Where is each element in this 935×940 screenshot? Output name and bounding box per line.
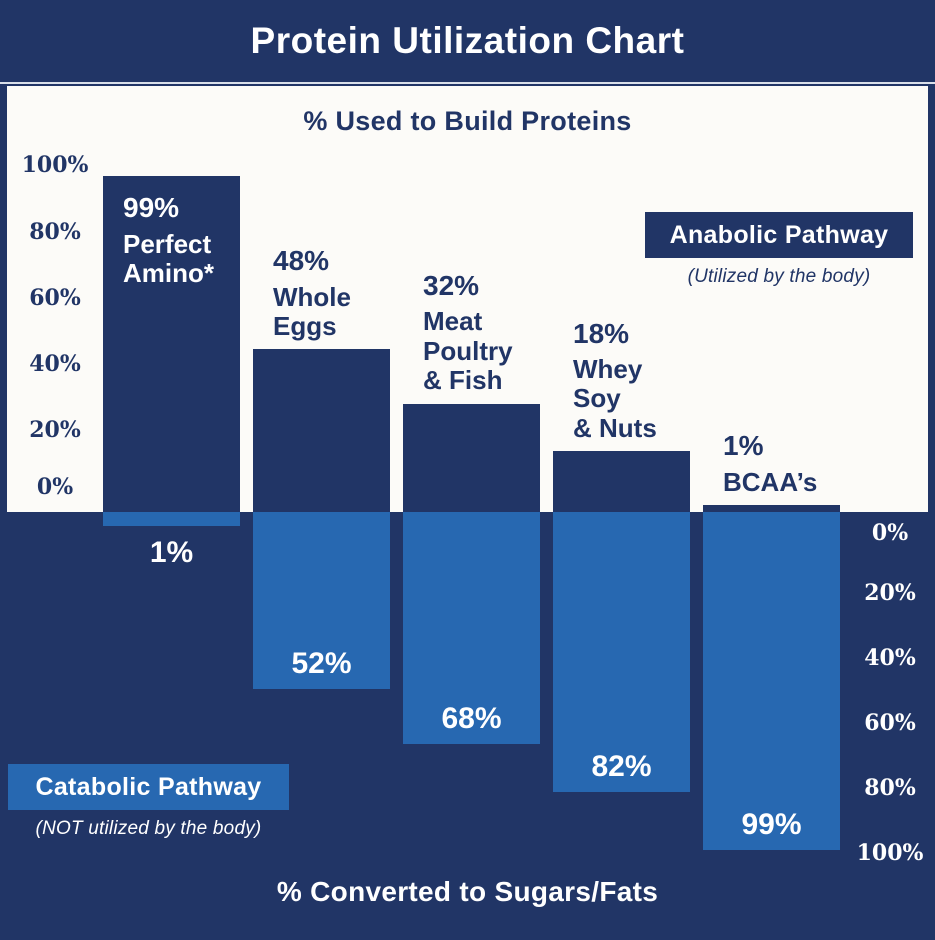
catabolic-pathway-badge: Catabolic Pathway — [8, 764, 289, 810]
category-label: Whole Eggs — [273, 281, 351, 341]
title-banner: Protein Utilization Chart — [0, 0, 935, 84]
catabolic-pathway-label: Catabolic Pathway — [35, 772, 262, 801]
page-title: Protein Utilization Chart — [250, 20, 685, 61]
catabolic-bar — [553, 512, 690, 792]
catabolic-bar — [253, 512, 390, 690]
bar-group-whole-eggs: 48% Whole Eggs 52% — [253, 167, 390, 855]
category-label: Perfect Amino* — [123, 228, 214, 288]
anabolic-bar-label: 99% Perfect Amino* — [123, 192, 214, 288]
anabolic-value: 18% — [573, 317, 630, 349]
anabolic-value: 1% — [723, 430, 764, 462]
catabolic-value: 99% — [741, 807, 802, 841]
catabolic-value: 52% — [291, 647, 352, 681]
anabolic-value: 32% — [423, 270, 480, 302]
anabolic-pathway-label: Anabolic Pathway — [669, 220, 889, 249]
anabolic-value: 48% — [273, 245, 330, 277]
bar-group-bcaas: 1% BCAA’s 99% — [703, 167, 840, 855]
anabolic-value: 99% — [123, 192, 180, 224]
catabolic-value: 1% — [149, 536, 194, 569]
bar-group-whey-soy-nuts: 18% Whey Soy & Nuts 82% — [553, 167, 690, 855]
anabolic-bar — [253, 349, 390, 512]
catabolic-value: 82% — [591, 749, 652, 783]
catabolic-value: 68% — [441, 701, 502, 735]
bar-group-meat-poultry-fish: 32% Meat Poultry & Fish 68% — [403, 167, 540, 855]
anabolic-bar-label: 48% Whole Eggs — [273, 245, 351, 341]
anabolic-bar-label: 1% BCAA’s — [723, 430, 817, 497]
anabolic-pathway-badge: Anabolic Pathway — [645, 212, 913, 258]
catabolic-bar — [103, 512, 240, 526]
bar-group-perfect-amino: 99% Perfect Amino* 1% — [103, 167, 240, 855]
anabolic-bar — [703, 505, 840, 512]
bottom-axis-title: % Converted to Sugars/Fats — [276, 876, 659, 907]
category-label: BCAA’s — [723, 466, 818, 497]
category-label: Meat Poultry & Fish — [423, 306, 513, 396]
category-label: Whey Soy & Nuts — [573, 353, 657, 443]
catabolic-bar — [703, 512, 840, 850]
top-axis-title: % Used to Build Proteins — [303, 106, 632, 136]
anabolic-bar — [103, 176, 240, 512]
anabolic-bar — [553, 450, 690, 512]
anabolic-pathway-sublabel: (Utilized by the body) — [687, 266, 871, 287]
anabolic-bar — [403, 403, 540, 512]
anabolic-bar-label: 18% Whey Soy & Nuts — [573, 318, 657, 443]
catabolic-bar — [403, 512, 540, 744]
anabolic-bar-label: 32% Meat Poultry & Fish — [423, 270, 513, 395]
catabolic-pathway-sublabel: (NOT utilized by the body) — [35, 818, 262, 839]
